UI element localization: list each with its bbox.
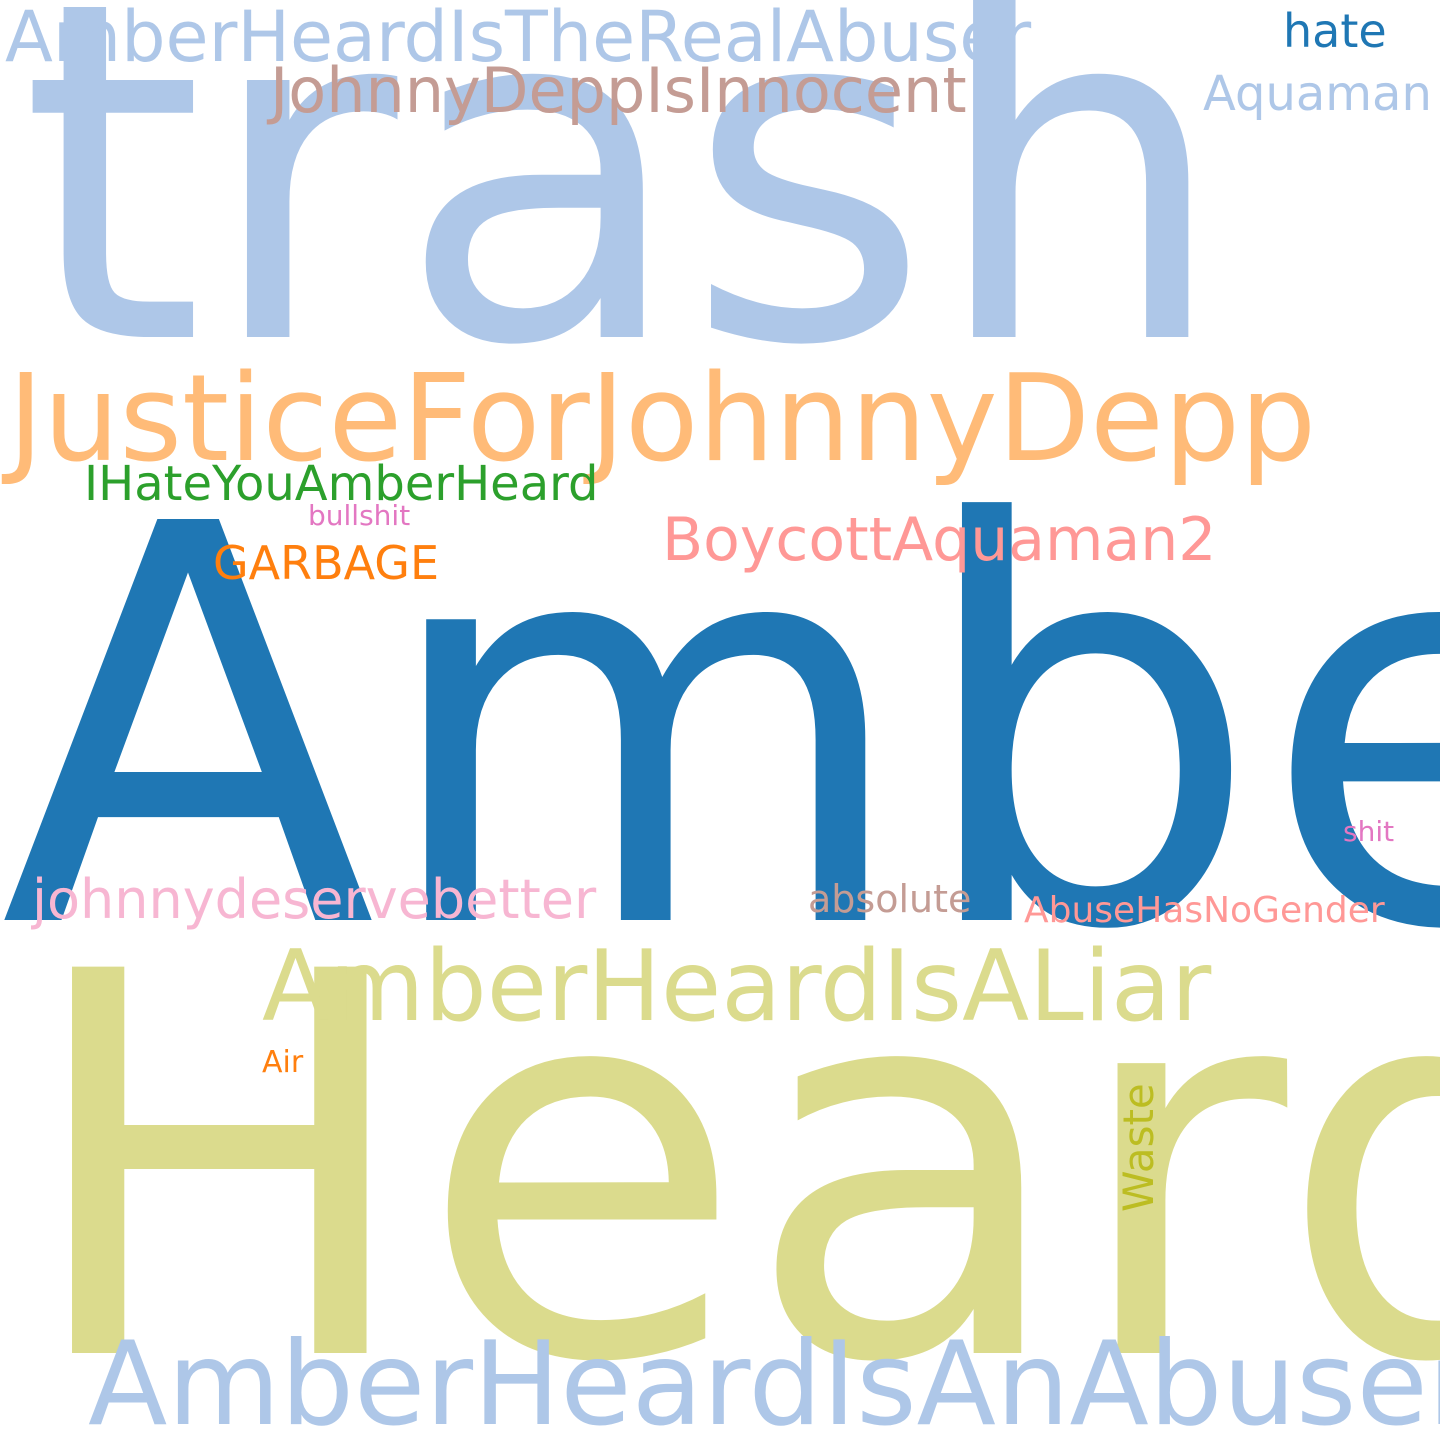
- word-amber: Amber: [0, 409, 1440, 1050]
- word-absolute: absolute: [808, 877, 972, 921]
- word-justice-for-johnny-depp: JusticeForJohnnyDepp: [8, 350, 1317, 489]
- word-aquaman: Aquaman: [1203, 66, 1432, 122]
- word-heard: Heard: [20, 861, 1440, 1440]
- word-shit: shit: [1343, 815, 1395, 848]
- word-air: Air: [262, 1045, 304, 1080]
- word-trash: trash: [20, 0, 1229, 448]
- word-boycott-aquaman2: BoycottAquaman2: [662, 505, 1217, 575]
- word-waste: Waste: [1114, 1083, 1163, 1212]
- word-amber-heard-is-the-real-abuser: AmberHeardIsTheRealAbuser: [5, 0, 1032, 78]
- word-hate: hate: [1283, 4, 1387, 58]
- word-johnny-depp-is-innocent: JohnnyDeppIsInnocent: [270, 54, 967, 127]
- word-i-hate-you-amber-heard: IHateYouAmberHeard: [84, 456, 599, 512]
- word-johnnydeservebetter: johnnydeservebetter: [32, 868, 597, 931]
- word-abuse-has-no-gender: AbuseHasNoGender: [1024, 890, 1385, 931]
- word-amber-heard-is-a-liar: AmberHeardIsALiar: [262, 930, 1212, 1044]
- word-bullshit: bullshit: [308, 499, 411, 532]
- word-garbage: GARBAGE: [213, 536, 440, 590]
- word-amber-heard-is-an-abuser: AmberHeardIsAnAbuser: [88, 1317, 1440, 1440]
